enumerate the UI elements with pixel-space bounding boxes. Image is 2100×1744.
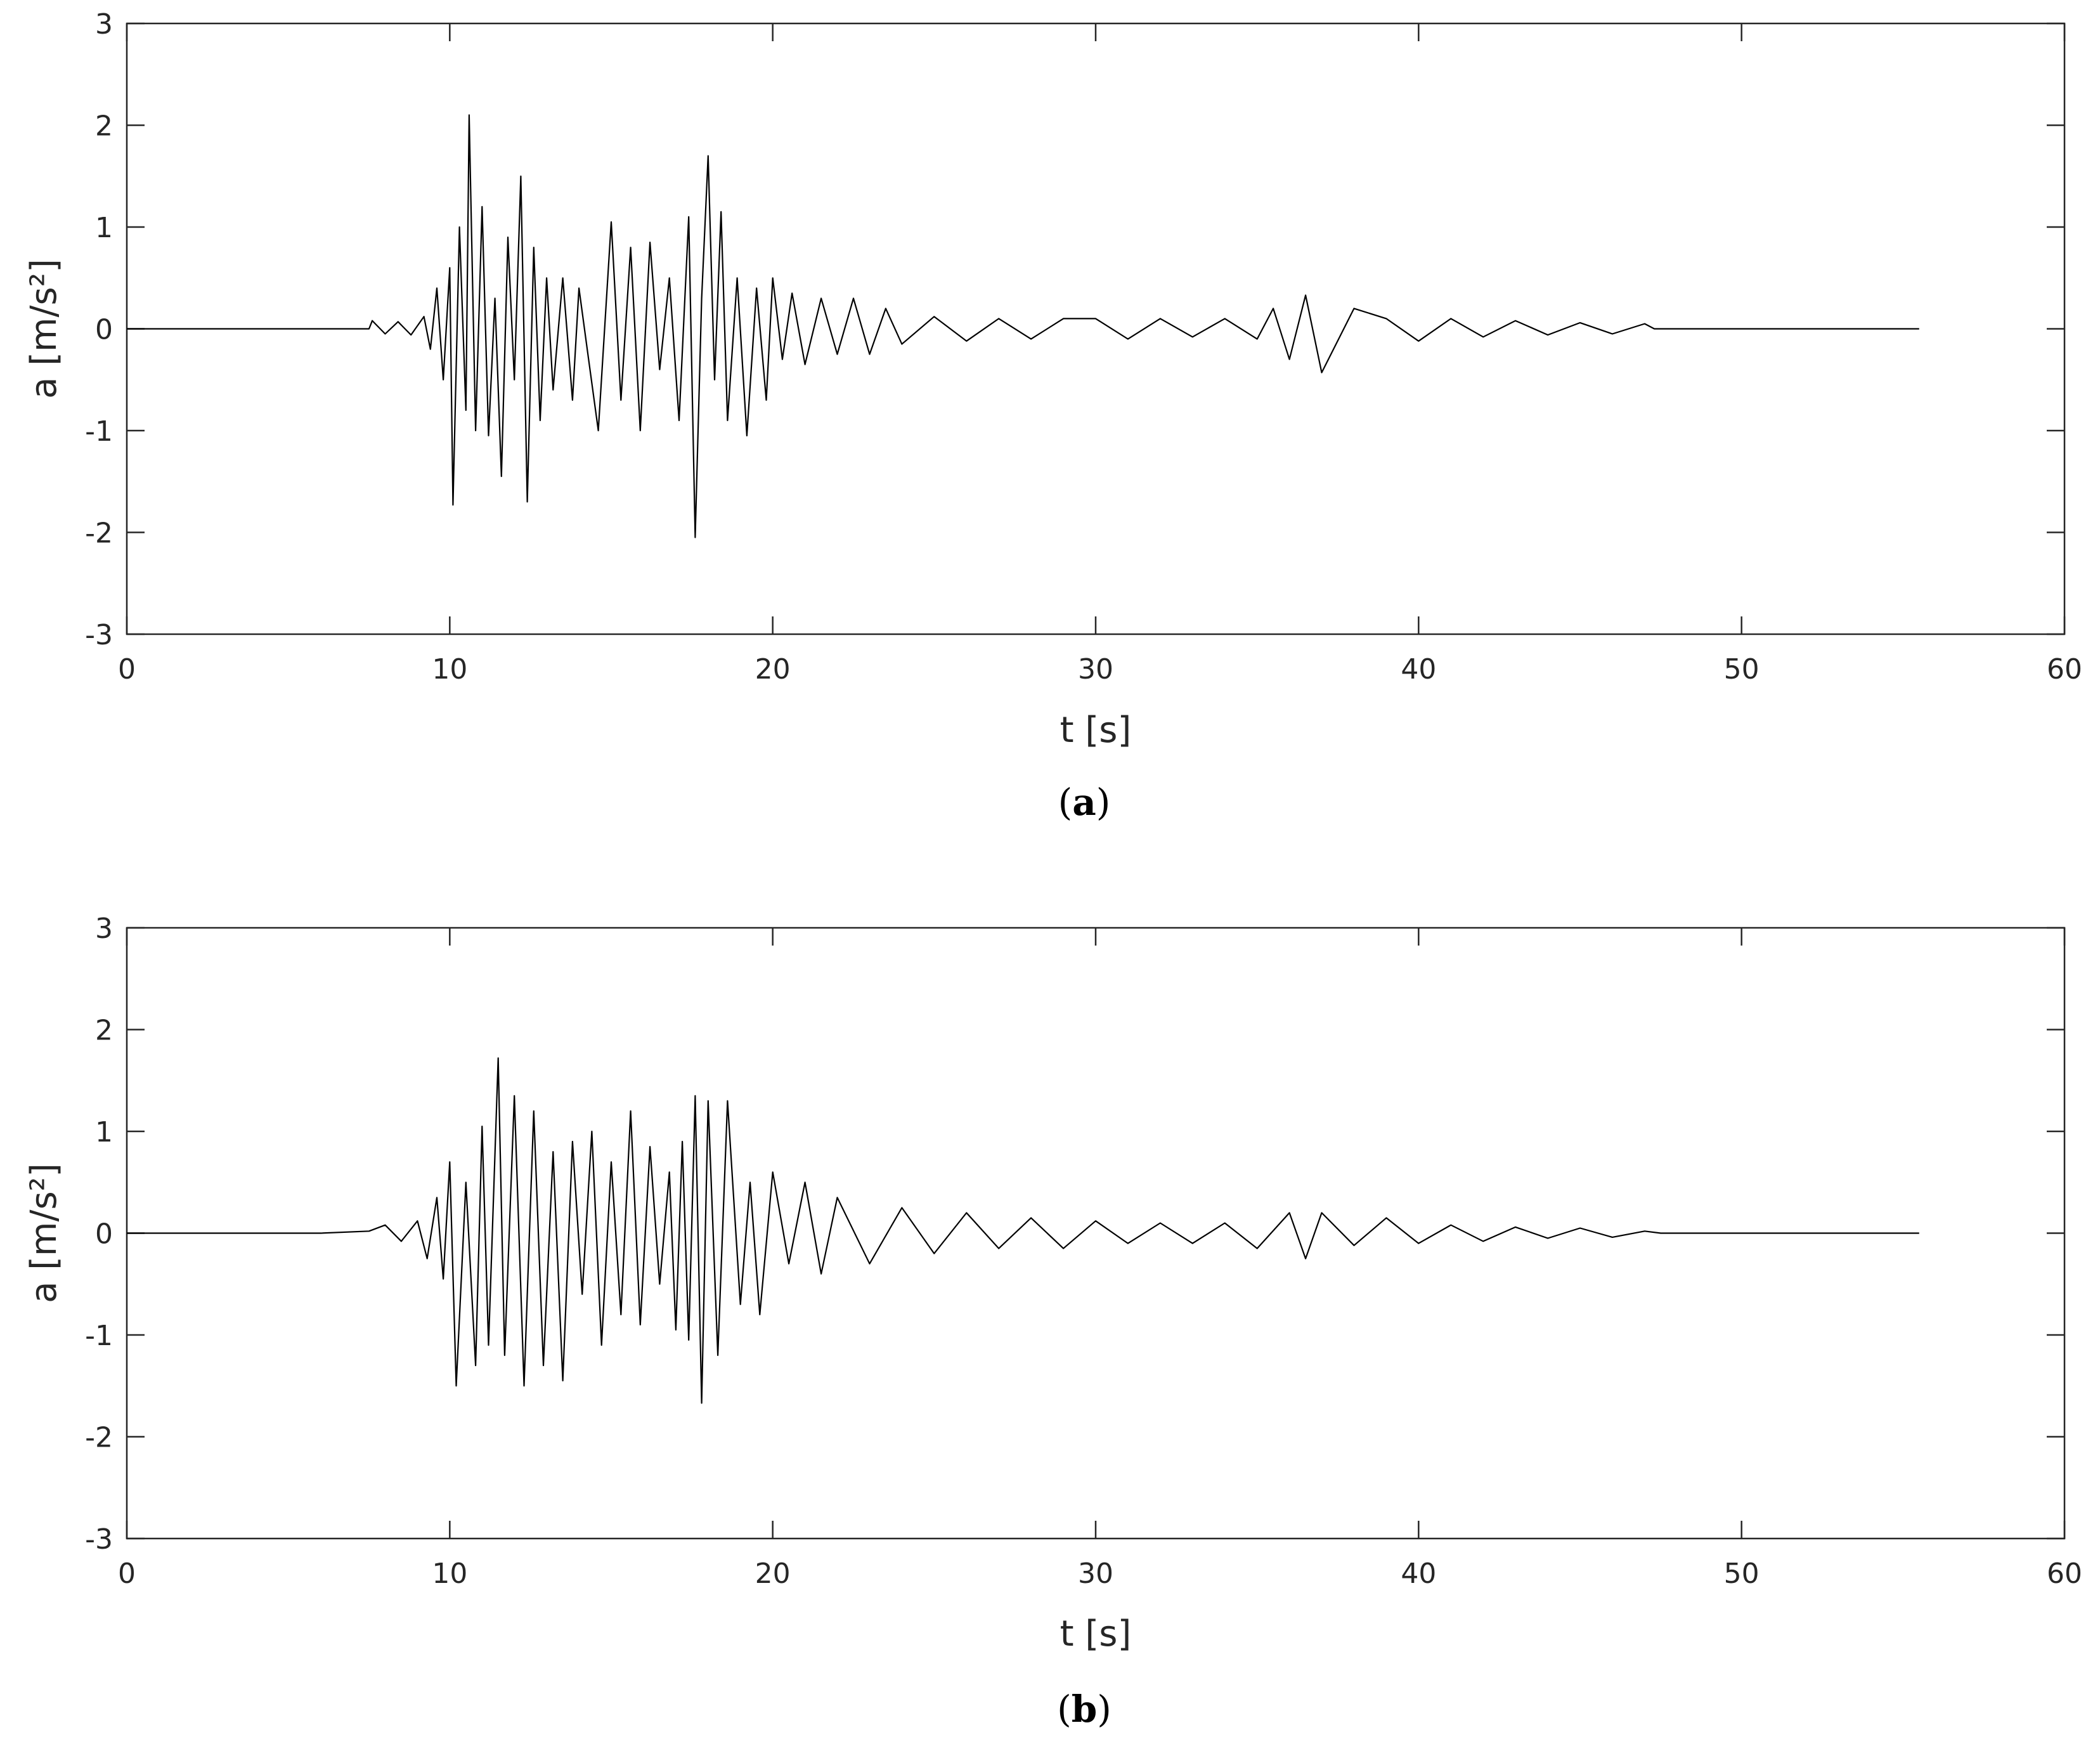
panel-b-y-ticks: -3 -2 -1 0 1 2 3 xyxy=(85,913,2064,1556)
panel-a-y-tick-label: 2 xyxy=(95,110,113,143)
panel-b-y-tick-label: 3 xyxy=(95,913,113,945)
panel-a-y-tick-label: -2 xyxy=(85,517,113,550)
panel-a-y-tick-label: -1 xyxy=(85,415,113,448)
panel-b-x-axis-label: t [s] xyxy=(1060,1613,1132,1655)
panel-b-x-tick-label: 10 xyxy=(432,1558,467,1590)
panel-b-x-tick-label: 30 xyxy=(1078,1558,1113,1590)
panel-a-y-tick-label: -3 xyxy=(85,619,113,651)
panel-b-x-tick-label: 0 xyxy=(118,1558,136,1590)
panel-a-y-tick-label: 0 xyxy=(95,314,113,346)
panel-a-y-tick-label: 1 xyxy=(95,212,113,244)
panel-a-caption-letter: a xyxy=(1072,781,1096,824)
panel-a-x-tick-label: 30 xyxy=(1078,653,1113,686)
panel-a-x-tick-label: 40 xyxy=(1401,653,1436,686)
panel-a-x-tick-label: 10 xyxy=(432,653,467,686)
panel-b-y-axis-label: a [m/s²] xyxy=(23,1163,65,1303)
panel-b-caption: (b) xyxy=(1057,1688,1112,1731)
panel-b-y-tick-label: -1 xyxy=(85,1320,113,1352)
panel-b-x-ticks: 0 10 20 30 40 50 60 xyxy=(118,928,2082,1590)
panel-b-y-tick-label: -3 xyxy=(85,1523,113,1556)
panel-b-caption-letter: b xyxy=(1072,1688,1098,1731)
panel-b-x-tick-label: 60 xyxy=(2047,1558,2082,1590)
panel-b-y-tick-label: 0 xyxy=(95,1218,113,1251)
panel-a-y-axis-label: a [m/s²] xyxy=(23,259,65,399)
panel-a-y-ticks: -3 -2 -1 0 1 2 3 xyxy=(85,8,2064,651)
panel-a-x-tick-label: 20 xyxy=(755,653,791,686)
panel-b-x-tick-label: 20 xyxy=(755,1558,791,1590)
panel-b-y-tick-label: 2 xyxy=(95,1015,113,1047)
panel-b-x-tick-label: 40 xyxy=(1401,1558,1436,1590)
panel-b-trace xyxy=(127,1057,1919,1404)
panel-a-x-tick-label: 50 xyxy=(1724,653,1760,686)
panel-b-y-tick-label: 1 xyxy=(95,1116,113,1149)
panel-a-y-tick-label: 3 xyxy=(95,8,113,41)
panel-a-caption: (a) xyxy=(1058,781,1111,824)
panel-b-y-tick-label: -2 xyxy=(85,1422,113,1454)
panel-a-x-tick-label: 60 xyxy=(2047,653,2082,686)
panel-a-x-axis-label: t [s] xyxy=(1060,710,1132,751)
panel-b-x-tick-label: 50 xyxy=(1724,1558,1760,1590)
panel-a-x-ticks: 0 10 20 30 40 50 60 xyxy=(118,23,2082,686)
panel-a-x-tick-label: 0 xyxy=(118,653,136,686)
panel-a-trace xyxy=(127,114,1919,538)
